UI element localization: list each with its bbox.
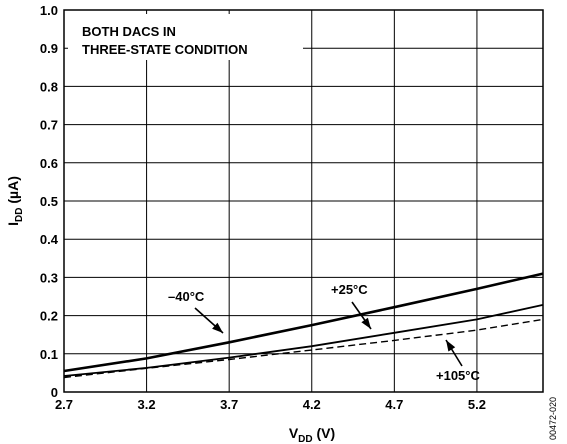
annotations: BOTH DACS IN THREE-STATE CONDITION –40°C +2… <box>68 14 480 383</box>
series-label: +105°C <box>436 368 480 383</box>
series-line <box>63 272 544 373</box>
pointer-arrow-head <box>446 340 456 352</box>
x-tick-label: 2.7 <box>55 397 73 412</box>
series-lines <box>63 272 544 379</box>
y-tick-label: 0.9 <box>40 41 58 56</box>
series-line <box>63 318 544 379</box>
x-tick-label: 3.7 <box>220 397 238 412</box>
y-tick-label: 0.5 <box>40 194 58 209</box>
figure-id: 00472-020 <box>548 397 558 440</box>
y-tick-label: 0.1 <box>40 347 58 362</box>
x-tick-label: 4.2 <box>303 397 321 412</box>
grid <box>64 10 543 392</box>
x-tick-label: 3.2 <box>138 397 156 412</box>
x-axis-label: VDD (V) <box>289 425 335 444</box>
y-tick-label: 0 <box>51 385 58 400</box>
annotation-box-text: THREE-STATE CONDITION <box>82 42 248 57</box>
plot-frame <box>63 9 544 393</box>
annotation-box <box>68 14 303 60</box>
y-tick-label: 0.3 <box>40 270 58 285</box>
y-tick-label: 0.8 <box>40 79 58 94</box>
tick-labels: 0 0.1 0.2 0.3 0.4 0.5 0.6 0.7 0.8 0.9 1.0 2.7 3.2 3.7… <box>40 3 486 412</box>
y-tick-label: 0.2 <box>40 309 58 324</box>
y-tick-label: 0.6 <box>40 156 58 171</box>
x-tick-label: 5.2 <box>468 397 486 412</box>
y-tick-label: 0.7 <box>40 118 58 133</box>
y-axis-label: IDD (µA) <box>5 176 25 226</box>
pointer-arrow-head <box>212 322 223 333</box>
pointer-arrow-head <box>361 317 371 329</box>
series-label: –40°C <box>168 289 205 304</box>
y-tick-label: 0.4 <box>40 232 59 247</box>
y-tick-label: 1.0 <box>40 3 58 18</box>
series-label: +25°C <box>331 282 368 297</box>
annotation-box-text: BOTH DACS IN <box>82 24 176 39</box>
x-tick-label: 4.7 <box>385 397 403 412</box>
